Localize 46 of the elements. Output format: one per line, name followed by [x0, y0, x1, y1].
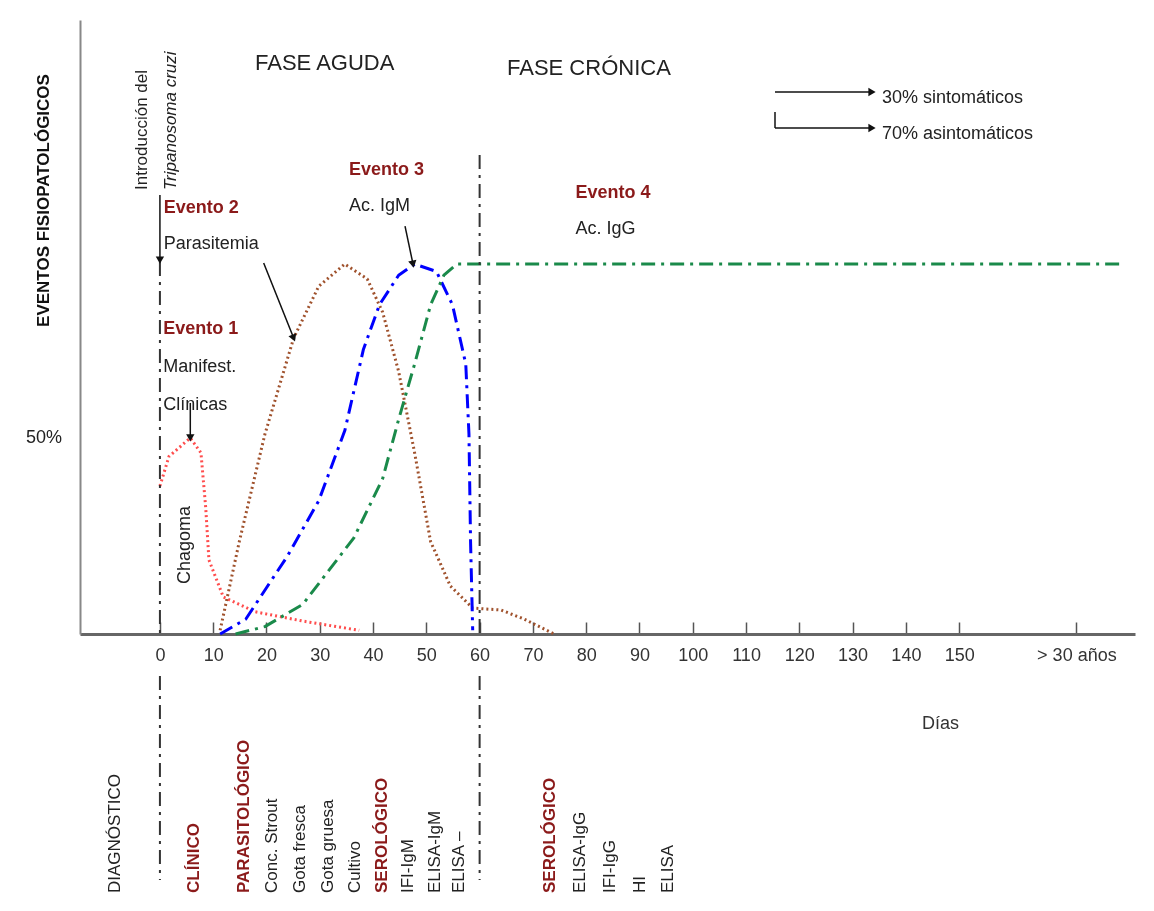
text: CLÍNICO: [184, 823, 203, 893]
x-tick-label: 70: [523, 644, 544, 665]
text: IFI-IgG: [600, 840, 619, 893]
x-axis-title: Días: [921, 712, 960, 733]
text: FASE CRÓNICA: [507, 55, 672, 80]
text: IFI-IgM: [398, 839, 417, 893]
y-axis-title: EVENTOS FISIOPATOLÓGICOS: [33, 74, 53, 327]
text: 30% sintomáticos: [882, 87, 1024, 107]
x-tick-label: > 30 años: [1037, 644, 1117, 665]
text: ELISA: [658, 844, 677, 893]
annotation: Evento 3 Ac. IgM: [349, 159, 425, 216]
annotation: Evento 1 Manifest. Clínicas: [163, 317, 239, 414]
x-tick-label: 150: [944, 644, 975, 665]
text: SEROLÓGICO: [540, 777, 559, 893]
x-tick-label: 10: [203, 644, 224, 665]
x-tick-label: 90: [629, 644, 650, 665]
text: ELISA-IgG: [570, 811, 589, 893]
x-tick-label: 120: [784, 644, 815, 665]
text: Conc. Strout: [262, 798, 281, 893]
text: Gota gruesa: [318, 798, 337, 893]
annotation: Evento 2 Parasitemia: [163, 197, 260, 254]
annotation: Evento 4 Ac. IgG: [575, 182, 651, 239]
ref-line-label: Introducción del Tripanosoma cruzi: [131, 50, 180, 190]
text: Gota fresca: [290, 804, 309, 893]
x-tick-label: 0: [155, 644, 166, 665]
x-tick-label: 100: [678, 644, 709, 665]
x-tick-label: 30: [310, 644, 331, 665]
text: ELISA –: [449, 831, 468, 893]
text: SEROLÓGICO: [372, 777, 391, 893]
text: PARASITOLÓGICO: [234, 739, 253, 893]
x-tick-label: 20: [256, 644, 278, 665]
x-tick-label: 40: [363, 644, 384, 665]
text: ELISA-IgM: [425, 810, 444, 893]
x-tick-label: 60: [470, 644, 491, 665]
text: FASE AGUDA: [255, 50, 395, 75]
x-tick-label: 110: [732, 644, 761, 665]
annotation: Chagoma: [174, 504, 194, 585]
text: 70% asintomáticos: [882, 123, 1034, 143]
text: DIAGNÓSTICO: [105, 773, 124, 893]
text: Cultivo: [345, 841, 364, 893]
x-tick-label: 50: [416, 644, 437, 665]
text: HI: [630, 876, 649, 893]
x-tick-label: 80: [576, 644, 597, 665]
x-tick-label: 140: [891, 644, 922, 665]
text: 50%: [25, 427, 62, 447]
x-tick-label: 130: [838, 644, 869, 665]
